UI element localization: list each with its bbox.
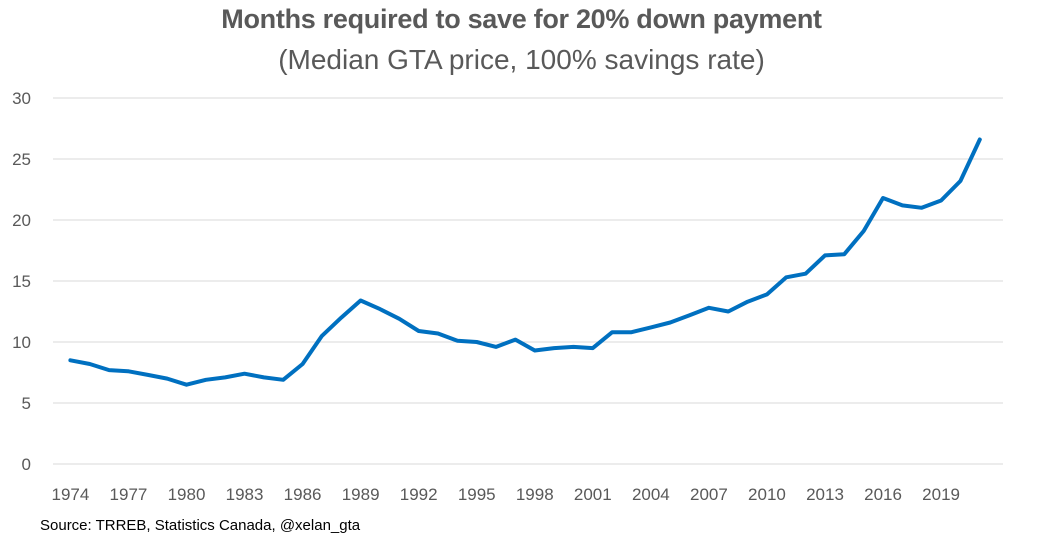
x-tick-label: 1986: [284, 485, 322, 504]
y-tick-label: 20: [12, 211, 31, 230]
x-tick-label: 2001: [574, 485, 612, 504]
x-tick-label: 2010: [748, 485, 786, 504]
series-line: [68, 137, 982, 387]
x-tick-label: 2016: [864, 485, 902, 504]
y-tick-label: 10: [12, 333, 31, 352]
x-tick-label: 1974: [51, 485, 89, 504]
x-tick-label: 1983: [226, 485, 264, 504]
x-tick-label: 2007: [690, 485, 728, 504]
y-tick-label: 0: [22, 455, 31, 474]
x-tick-label: 2004: [632, 485, 670, 504]
y-tick-label: 30: [12, 89, 31, 108]
x-tick-label: 1989: [342, 485, 380, 504]
x-tick-label: 2013: [806, 485, 844, 504]
x-tick-label: 1998: [516, 485, 554, 504]
y-axis-ticks: 0 5 10 15 20 25 30: [12, 89, 31, 474]
x-tick-label: 1995: [458, 485, 496, 504]
x-tick-label: 1980: [168, 485, 206, 504]
source-note: Source: TRREB, Statistics Canada, @xelan…: [40, 517, 361, 534]
y-tick-label: 25: [12, 150, 31, 169]
y-tick-label: 15: [12, 272, 31, 291]
x-tick-label: 1977: [110, 485, 148, 504]
x-axis-ticks: 1974 1977 1980 1983 1986 1989 1992 1995 1998 2001…: [51, 485, 960, 504]
chart-subtitle: (Median GTA price, 100% savings rate): [278, 44, 765, 75]
series-layer: [68, 137, 982, 387]
y-tick-label: 5: [22, 394, 31, 413]
x-tick-label: 1992: [400, 485, 438, 504]
x-tick-label: 2019: [922, 485, 960, 504]
chart-title: Months required to save for 20% down pay…: [221, 4, 822, 34]
gridlines: [53, 97, 1003, 465]
